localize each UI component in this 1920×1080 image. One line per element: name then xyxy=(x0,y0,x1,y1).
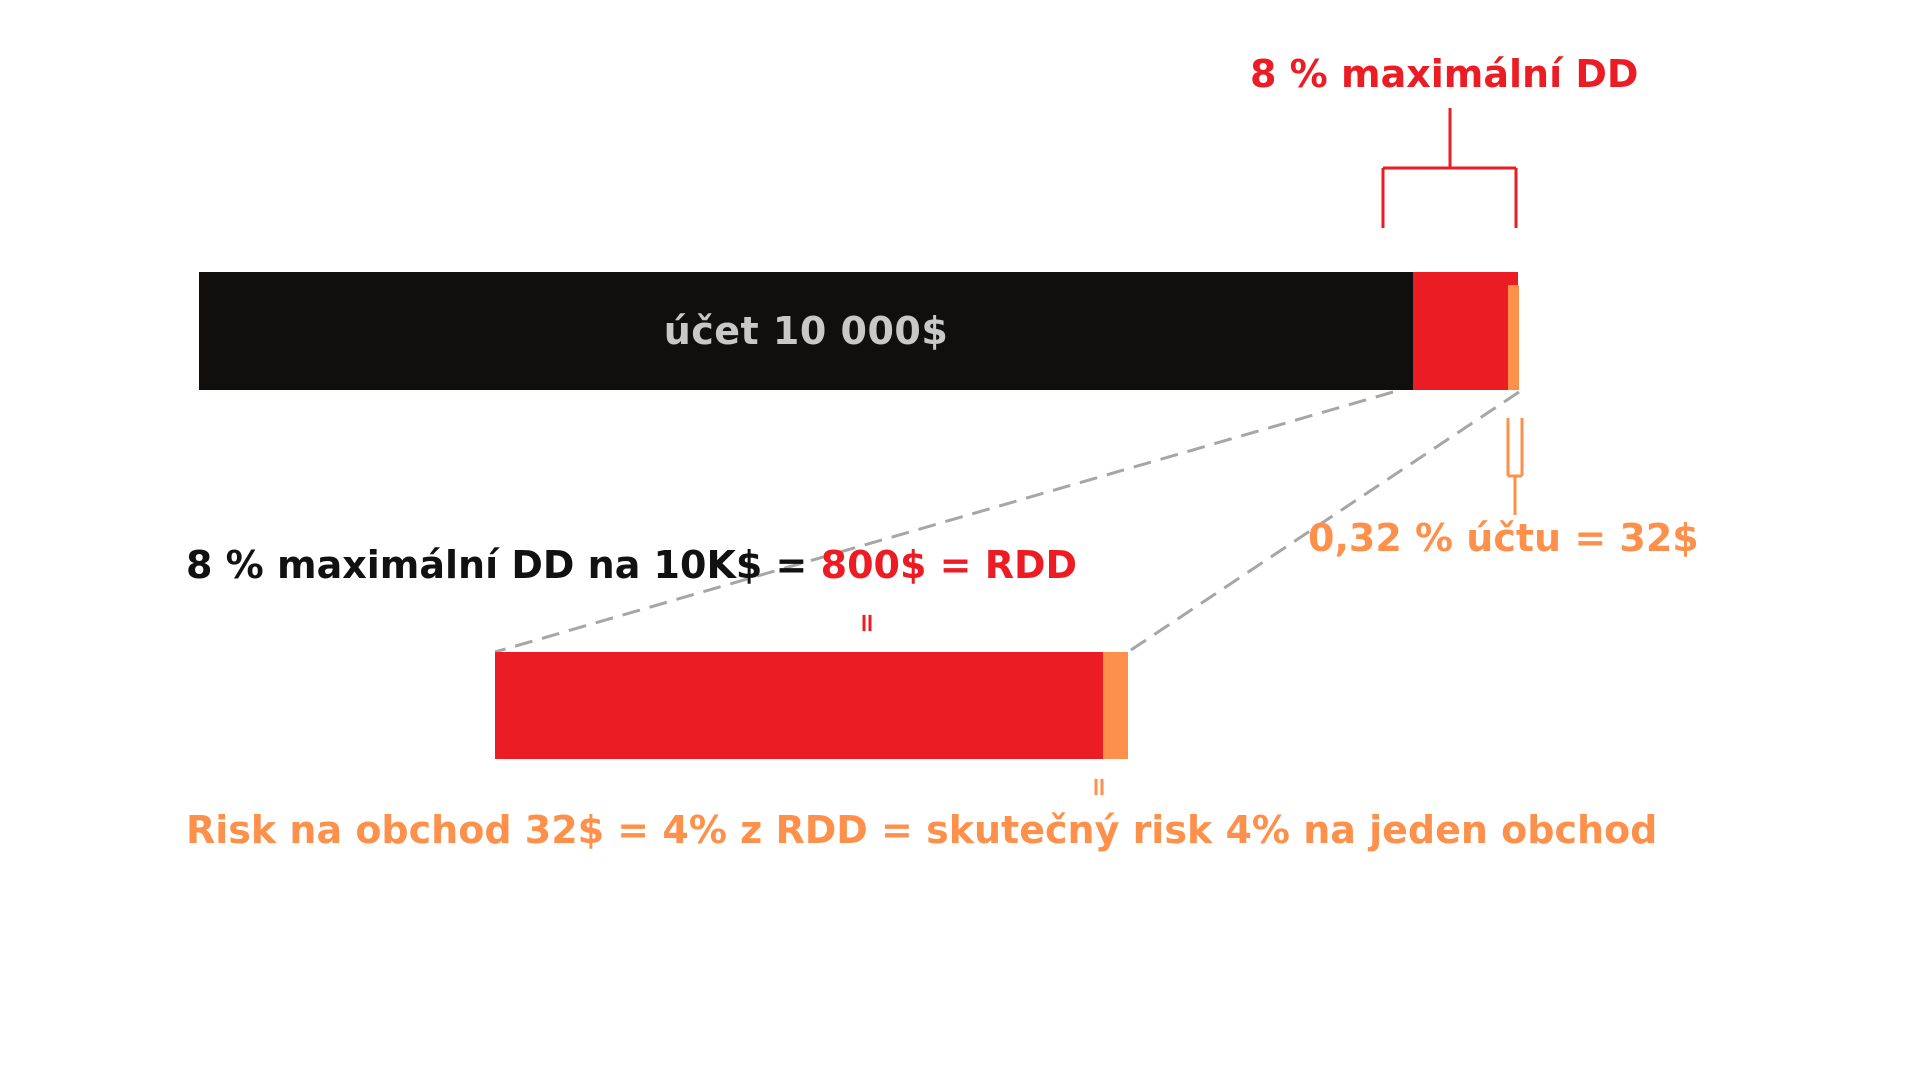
per-trade-label: 0,32 % účtu = 32$ xyxy=(1308,516,1699,560)
equation-text: 8 % maximální DD na 10K$ = xyxy=(186,543,821,587)
max-dd-bracket xyxy=(1381,108,1518,228)
max-dd-label: 8 % maximální DD xyxy=(1250,52,1639,96)
rdd-zoom-bar xyxy=(495,652,1103,759)
account-bar: účet 10 000$ xyxy=(199,272,1413,390)
per-trade-segment xyxy=(1508,285,1519,390)
max-dd-segment xyxy=(1413,272,1518,390)
equals-sign-red: = xyxy=(851,612,882,634)
equation-rdd: 800$ = RDD xyxy=(820,543,1078,587)
rdd-equation: 8 % maximální DD na 10K$ = 800$ = RDD xyxy=(186,543,1077,587)
equals-sign-orange: = xyxy=(1083,776,1114,798)
risk-statement: Risk na obchod 32$ = 4% z RDD = skutečný… xyxy=(186,808,1658,852)
account-label: účet 10 000$ xyxy=(663,309,949,353)
per-trade-bracket xyxy=(1506,418,1524,515)
risk-zoom-segment xyxy=(1103,652,1128,759)
